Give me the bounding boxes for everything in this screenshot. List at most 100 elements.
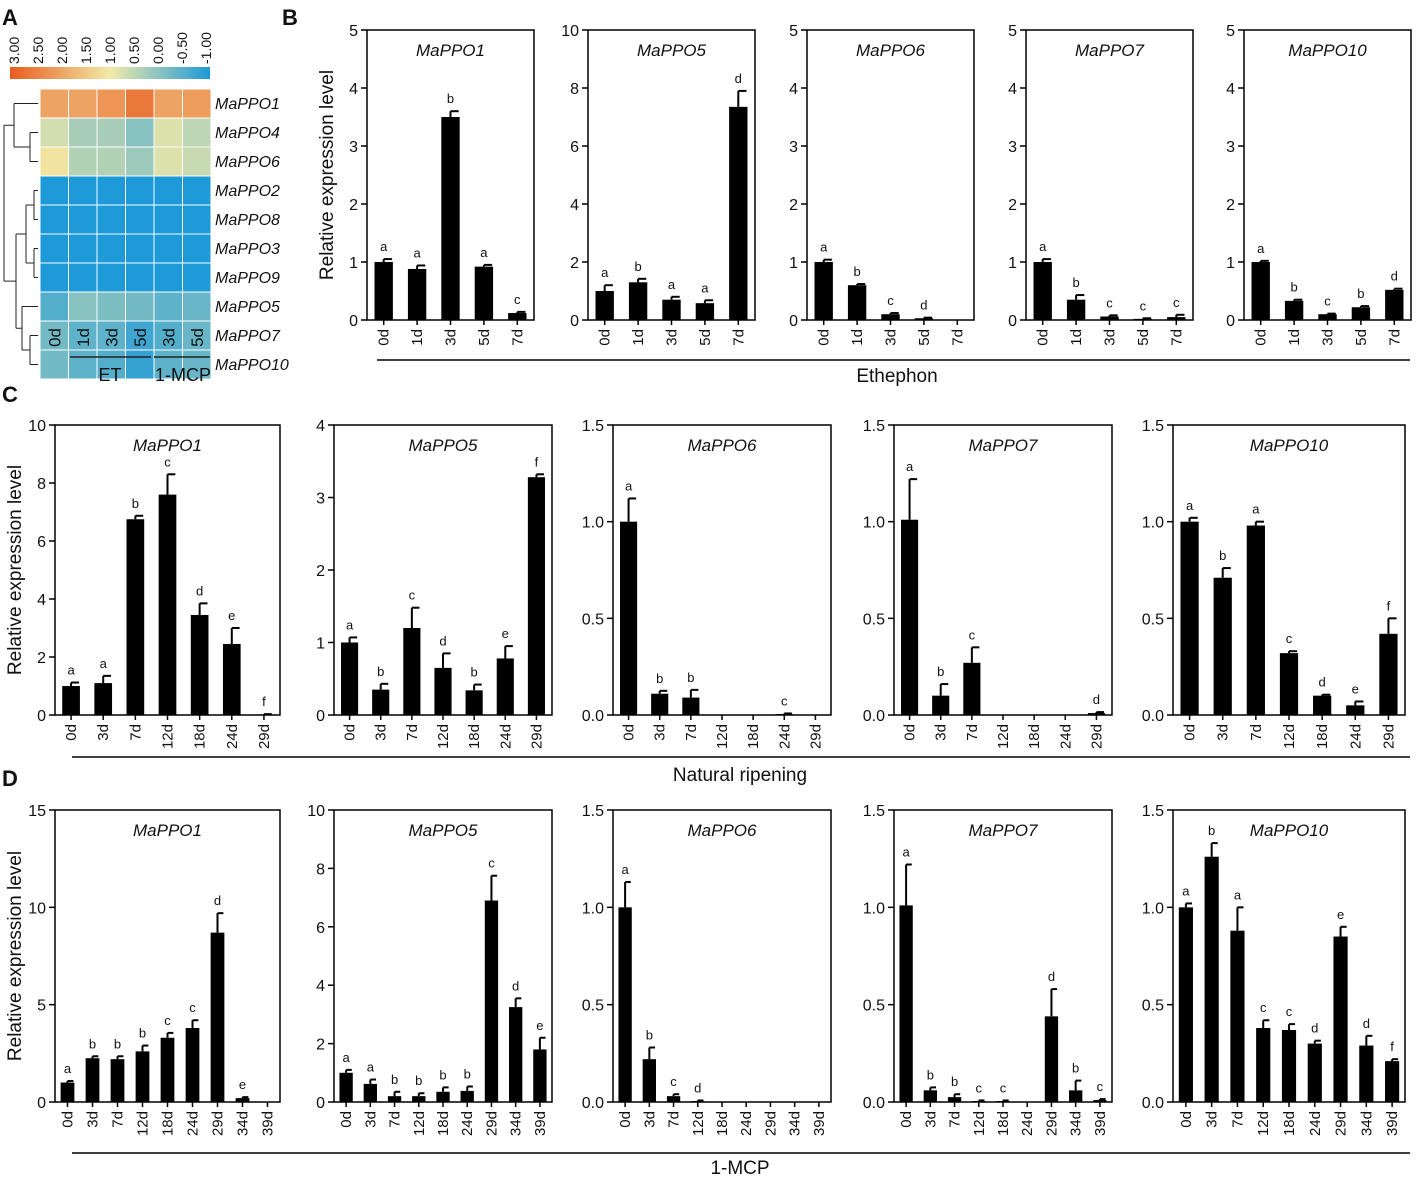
chart-C-MaPPO1: 0 2 4 6 8 10 MaPPO1 Relative expression level a 0…	[5, 418, 281, 749]
x-tick-label: 29d	[528, 724, 545, 749]
x-tick-label: 3d	[443, 329, 460, 346]
y-tick-label: 10	[28, 900, 46, 917]
heatmap-cell	[68, 291, 98, 322]
colorbar-tick-label: 1.00	[102, 37, 118, 64]
heatmap-cell	[153, 175, 183, 206]
significance-letter: b	[937, 664, 944, 679]
chart-D-MaPPO7: 0.0 0.5 1.0 1.5 MaPPO7 a 0d b 3d b 7d c 12d c 18d 24d d 2…	[863, 803, 1113, 1136]
significance-letter: b	[1219, 548, 1226, 563]
significance-letter: c	[1260, 1000, 1267, 1015]
heatmap-cell	[39, 117, 69, 148]
bar	[110, 1059, 125, 1102]
y-tick-label: 0	[316, 1095, 325, 1112]
bar	[1313, 695, 1332, 715]
y-tick-label: 4	[1008, 81, 1017, 98]
heatmap-cell	[153, 88, 183, 119]
panel-letter-d: D	[2, 766, 18, 791]
chart-frame	[893, 424, 1113, 716]
bar	[1351, 307, 1371, 320]
chart-C-MaPPO5: 0 1 2 3 4 MaPPO5 a 0d b 3d c 7d d 12d b 18d e 24d f 29d	[316, 418, 553, 749]
x-tick-label: 0d	[1178, 1111, 1195, 1128]
y-tick-label: 1.0	[863, 900, 885, 917]
bar	[1307, 1043, 1322, 1102]
significance-letter: a	[64, 1061, 72, 1076]
heatmap-column-label: 5d	[188, 328, 207, 347]
y-tick-label: 1.5	[1142, 803, 1164, 820]
colorbar-tick-label: -0.50	[174, 32, 190, 64]
heatmap-column-label: 3d	[102, 328, 121, 347]
heatmap-cell	[182, 117, 212, 148]
significance-letter: a	[346, 617, 354, 632]
chart-title: MaPPO6	[688, 436, 758, 455]
x-tick-label: 12d	[1255, 1111, 1272, 1136]
heatmap-column-label: 0d	[45, 328, 64, 347]
significance-letter: f	[262, 694, 266, 709]
x-tick-label: 1d	[630, 329, 647, 346]
chart-D-MaPPO5: 0 2 4 6 8 10 MaPPO5 a 0d a 3d b 7d b 12d b 18d b 24d c 29d d 3…	[307, 803, 553, 1136]
bar	[1133, 318, 1153, 320]
x-tick-label: 12d	[995, 724, 1012, 749]
x-tick-label: 3d	[933, 724, 950, 741]
x-tick-label: 7d	[509, 329, 526, 346]
x-tick-label: 12d	[971, 1111, 988, 1136]
bar	[158, 494, 177, 715]
y-tick-label: 0.5	[1142, 611, 1164, 628]
x-tick-label: 0d	[902, 724, 919, 741]
y-axis-label: Relative expression level	[317, 70, 338, 280]
bar	[412, 1096, 426, 1102]
y-tick-label: 5	[1226, 23, 1235, 40]
y-tick-label: 2	[1008, 197, 1017, 214]
x-tick-label: 3d	[362, 1111, 379, 1128]
bar	[527, 477, 545, 715]
y-tick-label: 0.5	[1142, 998, 1164, 1015]
y-tick-label: 0	[37, 1095, 46, 1112]
chart-D-MaPPO6: 0.0 0.5 1.0 1.5 MaPPO6 a 0d b 3d c 7d d 12d 18d 24d 29d…	[582, 803, 832, 1136]
heatmap-cell	[182, 233, 212, 264]
significance-letter: e	[1352, 681, 1359, 696]
significance-letter: a	[1186, 498, 1194, 513]
x-tick-label: 12d	[690, 1111, 707, 1136]
x-tick-label: 7d	[1229, 1111, 1246, 1128]
significance-letter: b	[114, 1036, 121, 1051]
significance-letter: c	[1097, 1079, 1104, 1094]
heatmap-cell	[182, 204, 212, 235]
group-label-natural-ripening: Natural ripening	[673, 765, 807, 786]
x-tick-label: 29d	[210, 1111, 227, 1136]
chart-title: MaPPO1	[416, 41, 485, 60]
significance-letter: e	[228, 608, 235, 623]
bar	[618, 907, 632, 1102]
significance-letter: c	[164, 454, 171, 469]
bar	[662, 299, 681, 320]
chart-title: MaPPO10	[1288, 41, 1367, 60]
heatmap-cell	[153, 349, 183, 380]
significance-letter: c	[1106, 295, 1113, 310]
y-tick-label: 2	[1226, 197, 1235, 214]
y-tick-label: 0	[570, 313, 579, 330]
bar	[666, 1096, 681, 1102]
significance-letter: a	[1234, 887, 1242, 902]
x-tick-label: 3d	[652, 724, 669, 741]
bar	[1033, 262, 1052, 320]
heatmap-cell	[96, 146, 126, 177]
bar	[1284, 300, 1304, 320]
significance-letter: a	[1039, 239, 1047, 254]
significance-letter: c	[976, 1080, 983, 1095]
x-tick-label: 7d	[683, 724, 700, 741]
heatmap-gene-label: MaPPO10	[215, 357, 289, 374]
bar	[126, 519, 145, 715]
colorbar	[10, 67, 210, 79]
bar	[1279, 653, 1299, 715]
heatmap-gene-label: MaPPO4	[215, 125, 280, 142]
chart-B-MaPPO7: 0 1 2 3 4 5 MaPPO7 a 0d b 1d c 3d c 5d c 7d	[1008, 23, 1194, 346]
heatmap-cell	[125, 117, 155, 148]
bar	[775, 714, 793, 715]
x-tick-label: 12d	[1281, 724, 1298, 749]
y-tick-label: 10	[28, 418, 46, 435]
significance-letter: d	[214, 893, 221, 908]
x-tick-label: 24d	[1347, 724, 1364, 749]
bar	[339, 1072, 353, 1102]
bar	[372, 689, 390, 715]
bar	[595, 291, 614, 320]
significance-letter: d	[1048, 969, 1055, 984]
